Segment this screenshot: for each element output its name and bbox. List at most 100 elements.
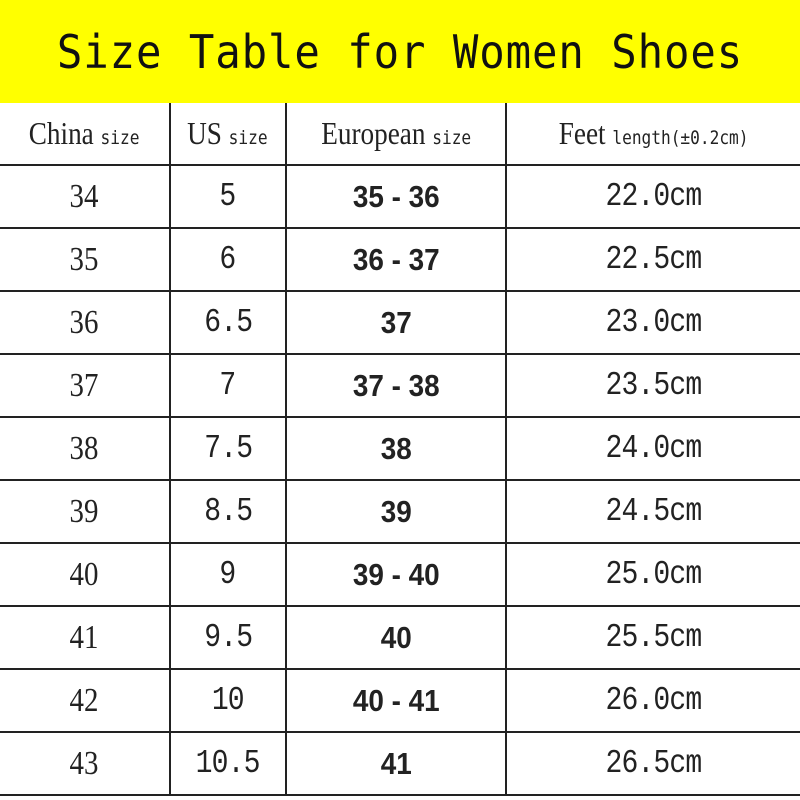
cell-china: 42 <box>0 668 171 733</box>
cell-eu-value: 40 - 41 <box>352 682 440 718</box>
table-row: 41 9.5 40 25.5cm <box>0 605 800 670</box>
cell-eu-value: 37 <box>380 304 412 340</box>
cell-china: 41 <box>0 605 171 670</box>
cell-feet: 24.0cm <box>505 416 800 481</box>
cell-us-value: 9.5 <box>203 619 253 656</box>
cell-eu: 40 <box>284 605 508 670</box>
cell-feet: 25.5cm <box>505 605 800 670</box>
cell-china: 34 <box>0 164 171 229</box>
table-row: 42 10 40 - 41 26.0cm <box>0 668 800 733</box>
cell-eu-value: 37 - 38 <box>352 367 440 403</box>
cell-china: 38 <box>0 416 171 481</box>
cell-china-value: 38 <box>69 429 99 467</box>
table-row: 36 6.5 37 23.0cm <box>0 290 800 355</box>
cell-feet: 25.0cm <box>505 542 800 607</box>
cell-us-value: 7 <box>219 367 237 404</box>
cell-china-value: 37 <box>69 366 99 404</box>
cell-feet-value: 23.5cm <box>605 367 703 404</box>
cell-us: 7 <box>168 353 287 418</box>
cell-us: 6 <box>168 227 287 292</box>
cell-china-value: 42 <box>69 681 99 719</box>
cell-eu-value: 39 - 40 <box>352 556 440 592</box>
size-table: China size US size European size Feet le… <box>0 103 800 796</box>
cell-us: 5 <box>168 164 287 229</box>
header-main: Feet <box>558 115 606 151</box>
cell-us: 8.5 <box>168 479 287 544</box>
cell-eu: 35 - 36 <box>284 164 508 229</box>
cell-china: 36 <box>0 290 171 355</box>
cell-us-value: 8.5 <box>203 493 253 530</box>
cell-feet-value: 22.5cm <box>605 241 703 278</box>
cell-china: 35 <box>0 227 171 292</box>
cell-eu-value: 35 - 36 <box>352 178 440 214</box>
cell-feet-value: 25.5cm <box>605 619 703 656</box>
cell-feet: 22.5cm <box>505 227 800 292</box>
table-row: 34 5 35 - 36 22.0cm <box>0 164 800 229</box>
table-row: 37 7 37 - 38 23.5cm <box>0 353 800 418</box>
cell-eu-value: 41 <box>380 745 412 781</box>
header-sub: size <box>229 127 269 149</box>
header-sub: size <box>432 127 472 149</box>
cell-feet-value: 25.0cm <box>605 556 703 593</box>
cell-eu: 39 <box>284 479 508 544</box>
title-banner: Size Table for Women Shoes <box>0 0 800 103</box>
cell-us-value: 9 <box>219 556 237 593</box>
header-main: European <box>321 115 426 151</box>
cell-feet-value: 24.5cm <box>605 493 703 530</box>
cell-eu-value: 38 <box>380 430 412 466</box>
cell-eu: 37 - 38 <box>284 353 508 418</box>
cell-china: 40 <box>0 542 171 607</box>
cell-feet-value: 24.0cm <box>605 430 703 467</box>
header-european: European size <box>284 103 508 166</box>
cell-china: 39 <box>0 479 171 544</box>
cell-eu: 41 <box>284 731 508 796</box>
cell-feet-value: 26.0cm <box>605 682 703 719</box>
cell-eu: 38 <box>284 416 508 481</box>
cell-us-value: 7.5 <box>203 430 253 467</box>
header-feet-length: Feet length(±0.2cm) <box>505 103 800 166</box>
header-main: US <box>187 115 223 151</box>
cell-us: 9 <box>168 542 287 607</box>
table-row: 39 8.5 39 24.5cm <box>0 479 800 544</box>
cell-feet: 22.0cm <box>505 164 800 229</box>
cell-us-value: 6 <box>219 241 237 278</box>
cell-china-value: 36 <box>69 303 99 341</box>
cell-us: 10 <box>168 668 287 733</box>
table-row: 43 10.5 41 26.5cm <box>0 731 800 796</box>
cell-feet-value: 26.5cm <box>605 745 703 782</box>
cell-us: 7.5 <box>168 416 287 481</box>
header-us: US size <box>168 103 287 166</box>
cell-eu-value: 40 <box>380 619 412 655</box>
cell-us: 6.5 <box>168 290 287 355</box>
cell-us: 9.5 <box>168 605 287 670</box>
cell-feet: 26.5cm <box>505 731 800 796</box>
cell-china-value: 43 <box>69 744 99 782</box>
cell-eu: 37 <box>284 290 508 355</box>
page-title: Size Table for Women Shoes <box>56 24 744 79</box>
cell-feet-value: 22.0cm <box>605 178 703 215</box>
table-row: 35 6 36 - 37 22.5cm <box>0 227 800 292</box>
cell-feet: 23.0cm <box>505 290 800 355</box>
cell-us: 10.5 <box>168 731 287 796</box>
header-main: China <box>28 115 94 151</box>
table-row: 40 9 39 - 40 25.0cm <box>0 542 800 607</box>
table-row: 38 7.5 38 24.0cm <box>0 416 800 481</box>
header-sub: length(±0.2cm) <box>612 127 749 149</box>
header-sub: size <box>100 127 140 149</box>
cell-feet-value: 23.0cm <box>605 304 703 341</box>
cell-feet: 26.0cm <box>505 668 800 733</box>
cell-us-value: 10 <box>211 682 245 719</box>
cell-eu: 40 - 41 <box>284 668 508 733</box>
cell-china-value: 39 <box>69 492 99 530</box>
cell-feet: 23.5cm <box>505 353 800 418</box>
cell-china-value: 35 <box>69 240 99 278</box>
header-row: China size US size European size Feet le… <box>0 103 800 166</box>
header-china: China size <box>0 103 171 166</box>
cell-eu-value: 39 <box>380 493 412 529</box>
cell-eu: 39 - 40 <box>284 542 508 607</box>
cell-china: 43 <box>0 731 171 796</box>
cell-china-value: 41 <box>69 618 99 656</box>
cell-china-value: 34 <box>69 177 99 215</box>
cell-china-value: 40 <box>69 555 99 593</box>
